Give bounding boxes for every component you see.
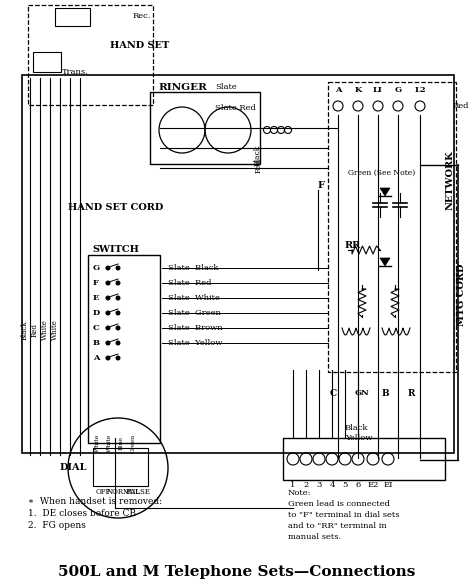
Text: Green: Green (130, 433, 136, 452)
Circle shape (116, 311, 120, 315)
Text: Note:: Note: (288, 489, 311, 497)
Circle shape (106, 326, 110, 330)
Bar (150, 92, 260, 164)
Circle shape (106, 356, 110, 360)
Text: 2.  FG opens: 2. FG opens (28, 522, 86, 531)
Bar (22, 75, 454, 453)
Text: Slate  Yellow: Slate Yellow (168, 339, 222, 347)
Text: 3: 3 (316, 481, 322, 489)
Bar (28, 5, 153, 105)
Text: F: F (318, 181, 325, 189)
Text: C: C (93, 324, 100, 332)
Text: Red: Red (31, 323, 39, 337)
Text: Slate  Brown: Slate Brown (168, 324, 223, 332)
Text: HAND SET CORD: HAND SET CORD (68, 203, 163, 212)
Text: ∗  When handset is removed:: ∗ When handset is removed: (28, 497, 162, 507)
Circle shape (106, 266, 110, 270)
Bar (33, 52, 61, 72)
Text: L2: L2 (414, 86, 426, 94)
Circle shape (116, 296, 120, 300)
Text: manual sets.: manual sets. (288, 533, 341, 541)
Text: to "F" terminal in dial sets: to "F" terminal in dial sets (288, 511, 400, 519)
Text: Slate  Black: Slate Black (168, 264, 219, 272)
Text: R: R (408, 388, 415, 398)
Text: White: White (107, 434, 111, 452)
Text: Black: Black (21, 320, 29, 340)
Text: Red: Red (255, 157, 263, 173)
Circle shape (106, 296, 110, 300)
Text: White: White (41, 319, 49, 340)
Text: SWITCH: SWITCH (92, 245, 139, 255)
Circle shape (106, 341, 110, 345)
Text: B: B (93, 339, 100, 347)
Text: Slate  Green: Slate Green (168, 309, 221, 317)
Text: 2: 2 (303, 481, 309, 489)
Text: D: D (93, 309, 100, 317)
Text: 6: 6 (356, 481, 361, 489)
Text: EI: EI (383, 481, 393, 489)
Text: White: White (51, 319, 59, 340)
Text: HAND SET: HAND SET (110, 40, 169, 50)
Circle shape (116, 341, 120, 345)
Bar (88, 255, 160, 443)
Text: Slate: Slate (215, 83, 237, 91)
Text: A: A (335, 86, 341, 94)
Bar (283, 438, 445, 480)
Text: MTG CORD: MTG CORD (457, 264, 466, 326)
Text: G: G (93, 264, 100, 272)
Circle shape (116, 326, 120, 330)
Text: LI: LI (373, 86, 383, 94)
Text: OFF: OFF (96, 488, 111, 496)
Bar (328, 82, 456, 372)
Circle shape (116, 281, 120, 285)
Text: K: K (355, 86, 362, 94)
Text: Rec.: Rec. (133, 12, 151, 20)
Polygon shape (380, 188, 390, 196)
Circle shape (106, 281, 110, 285)
Text: Slate  Red: Slate Red (168, 279, 211, 287)
Text: Black: Black (254, 145, 262, 166)
Text: RR: RR (345, 241, 361, 250)
Text: E2: E2 (367, 481, 379, 489)
Circle shape (116, 266, 120, 270)
Text: Trans.: Trans. (62, 68, 89, 76)
Text: GN: GN (355, 389, 370, 397)
Text: C: C (330, 388, 337, 398)
Text: White: White (94, 434, 100, 452)
Text: Blue: Blue (118, 436, 124, 450)
Text: DIAL: DIAL (60, 463, 88, 472)
Text: Slate Red: Slate Red (215, 104, 256, 112)
Polygon shape (380, 258, 390, 266)
Text: NETWORK: NETWORK (446, 150, 455, 210)
Text: 1: 1 (290, 481, 296, 489)
Text: 500L and M Telephone Sets—Connections: 500L and M Telephone Sets—Connections (58, 565, 416, 579)
Text: B: B (382, 388, 390, 398)
Text: E: E (93, 294, 100, 302)
Text: 5: 5 (342, 481, 348, 489)
Text: Slate  White: Slate White (168, 294, 220, 302)
Circle shape (106, 311, 110, 315)
Text: 1.  DE closes before CB: 1. DE closes before CB (28, 510, 136, 518)
Text: A: A (93, 354, 100, 362)
Text: and to "RR" terminal in: and to "RR" terminal in (288, 522, 387, 530)
Text: NORMAL: NORMAL (107, 488, 141, 496)
Text: PULSE: PULSE (126, 488, 151, 496)
Text: 4: 4 (329, 481, 335, 489)
Text: F: F (93, 279, 99, 287)
Circle shape (116, 356, 120, 360)
Text: Black: Black (345, 424, 368, 432)
Text: RINGER: RINGER (158, 83, 207, 92)
Text: Red: Red (453, 102, 470, 110)
Text: Green lead is connected: Green lead is connected (288, 500, 390, 508)
Text: Yellow: Yellow (345, 434, 373, 442)
Bar (55, 8, 90, 26)
Bar (93, 448, 148, 486)
Text: Green (See Note): Green (See Note) (348, 169, 415, 177)
Text: G: G (394, 86, 401, 94)
